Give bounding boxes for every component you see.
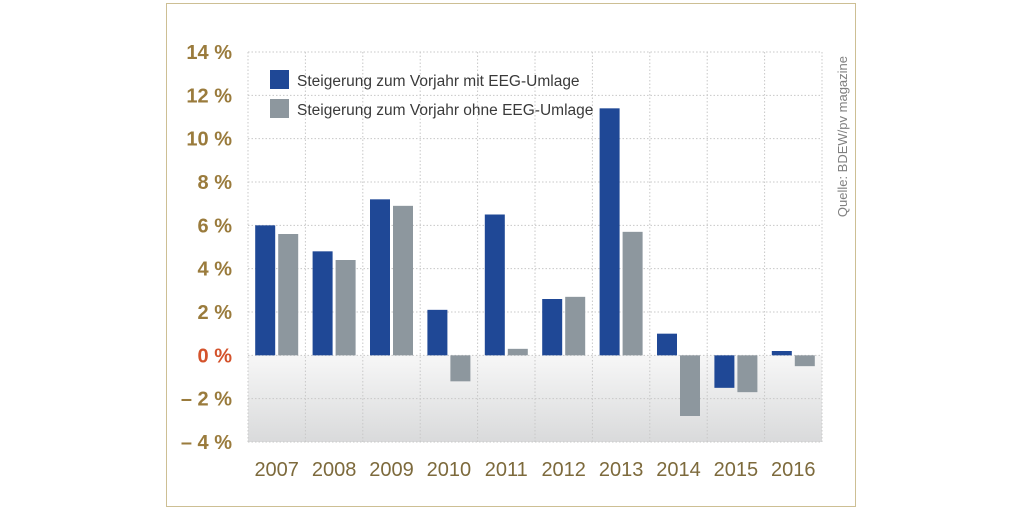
- y-tick-label: 0 %: [198, 345, 233, 367]
- x-tick-label: 2014: [656, 459, 701, 481]
- y-axis: 14 % 12 % 10 % 8 % 6 % 4 % 2 % 0 % – 2 % – 4 %: [181, 42, 232, 454]
- x-tick-label: 2009: [369, 459, 414, 481]
- bar-with-eeg-2014: [657, 333, 677, 356]
- x-axis: 2007 2008 2009 2010 2011 2012 2013 2014 2015 2016: [254, 459, 815, 481]
- x-tick-label: 2011: [485, 459, 528, 481]
- bar-with-eeg-2011: [484, 214, 505, 356]
- bar-without-eeg-2012: [565, 296, 586, 356]
- bar-with-eeg-2010: [427, 309, 448, 356]
- legend-swatch-with-eeg: [270, 70, 289, 89]
- legend-swatch-without-eeg: [270, 99, 289, 118]
- source-label: Quelle: BDEW/pv magazine: [835, 56, 850, 217]
- bar-without-eeg-2015: [737, 355, 758, 393]
- legend: Steigerung zum Vorjahr mit EEG-Umlage St…: [270, 70, 593, 119]
- bars: [255, 108, 815, 416]
- y-tick-label: – 2 %: [181, 389, 232, 411]
- bar-without-eeg-2009: [393, 205, 413, 356]
- bar-without-eeg-2007: [278, 234, 299, 356]
- bar-without-eeg-2008: [335, 260, 356, 356]
- bar-without-eeg-2013: [622, 231, 643, 356]
- bar-without-eeg-2016: [794, 355, 815, 367]
- y-tick-label: 14 %: [186, 42, 232, 64]
- bar-without-eeg-2014: [680, 355, 700, 416]
- bar-without-eeg-2010: [450, 355, 471, 382]
- legend-label-with-eeg: Steigerung zum Vorjahr mit EEG-Umlage: [297, 73, 580, 90]
- bar-without-eeg-2011: [507, 348, 528, 356]
- y-tick-label: 8 %: [198, 172, 233, 194]
- x-tick-label: 2008: [312, 459, 357, 481]
- y-tick-label: 10 %: [186, 129, 232, 151]
- y-tick-label: 4 %: [198, 259, 233, 281]
- bar-with-eeg-2015: [714, 355, 735, 388]
- bar-with-eeg-2007: [255, 225, 276, 356]
- bar-with-eeg-2012: [542, 299, 563, 356]
- bar-with-eeg-2013: [599, 108, 620, 356]
- bar-with-eeg-2008: [312, 251, 333, 356]
- x-tick-label: 2016: [771, 459, 816, 481]
- y-tick-label: 12 %: [186, 85, 232, 107]
- y-tick-label: 6 %: [198, 215, 233, 237]
- x-tick-label: 2015: [714, 459, 759, 481]
- x-tick-label: 2010: [427, 459, 472, 481]
- chart-frame: 14 % 12 % 10 % 8 % 6 % 4 % 2 % 0 % – 2 % – 4 % 20…: [166, 3, 856, 507]
- bar-chart: 14 % 12 % 10 % 8 % 6 % 4 % 2 % 0 % – 2 % – 4 % 20…: [181, 42, 850, 481]
- bar-with-eeg-2009: [370, 199, 390, 356]
- y-tick-label: – 4 %: [181, 432, 232, 454]
- x-tick-label: 2007: [254, 459, 299, 481]
- y-tick-label: 2 %: [198, 302, 233, 324]
- bar-with-eeg-2016: [771, 351, 792, 356]
- x-tick-label: 2012: [541, 459, 586, 481]
- x-tick-label: 2013: [599, 459, 644, 481]
- legend-label-without-eeg: Steigerung zum Vorjahr ohne EEG-Umlage: [297, 102, 593, 119]
